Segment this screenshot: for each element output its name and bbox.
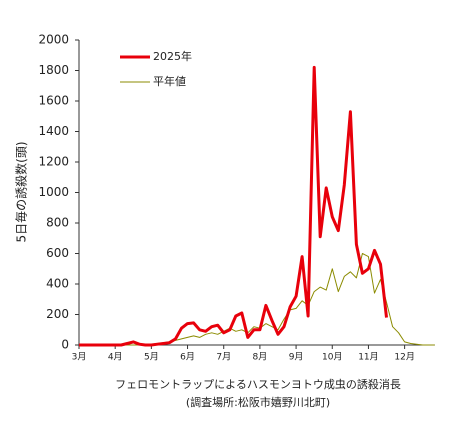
legend-label: 平年値 [153, 74, 186, 88]
x-tick-label: 12月 [394, 352, 414, 363]
y-tick-label: 800 [46, 216, 69, 230]
x-tick-label: 10月 [322, 352, 342, 363]
x-tick-label: 8月 [253, 352, 268, 363]
y-tick-label: 400 [46, 277, 69, 291]
caption: (調査場所:松阪市嬉野川北町) [186, 395, 330, 409]
y-tick-label: 1400 [38, 124, 69, 138]
y-tick-label: 2000 [38, 33, 69, 47]
x-tick-label: 3月 [72, 352, 87, 363]
y-tick-label: 1800 [38, 63, 69, 77]
y-tick-label: 600 [46, 246, 69, 260]
caption: フェロモントラップによるハスモンヨトウ成虫の誘殺消長 [115, 377, 401, 391]
series-line [79, 65, 388, 347]
y-tick-label: 200 [46, 307, 69, 321]
y-tick-label: 1600 [38, 94, 69, 108]
legend-label: 2025年 [153, 49, 192, 63]
x-tick-label: 5月 [144, 352, 159, 363]
y-tick-label: 0 [61, 338, 69, 352]
y-axis-label: 5日毎の誘殺数(頭) [14, 142, 29, 243]
x-tick-label: 9月 [289, 352, 304, 363]
y-tick-label: 1200 [38, 155, 69, 169]
x-tick-label: 4月 [108, 352, 123, 363]
x-tick-label: 11月 [358, 352, 378, 363]
x-tick-label: 6月 [180, 352, 195, 363]
x-tick-label: 7月 [216, 352, 231, 363]
y-tick-label: 1000 [38, 185, 69, 199]
